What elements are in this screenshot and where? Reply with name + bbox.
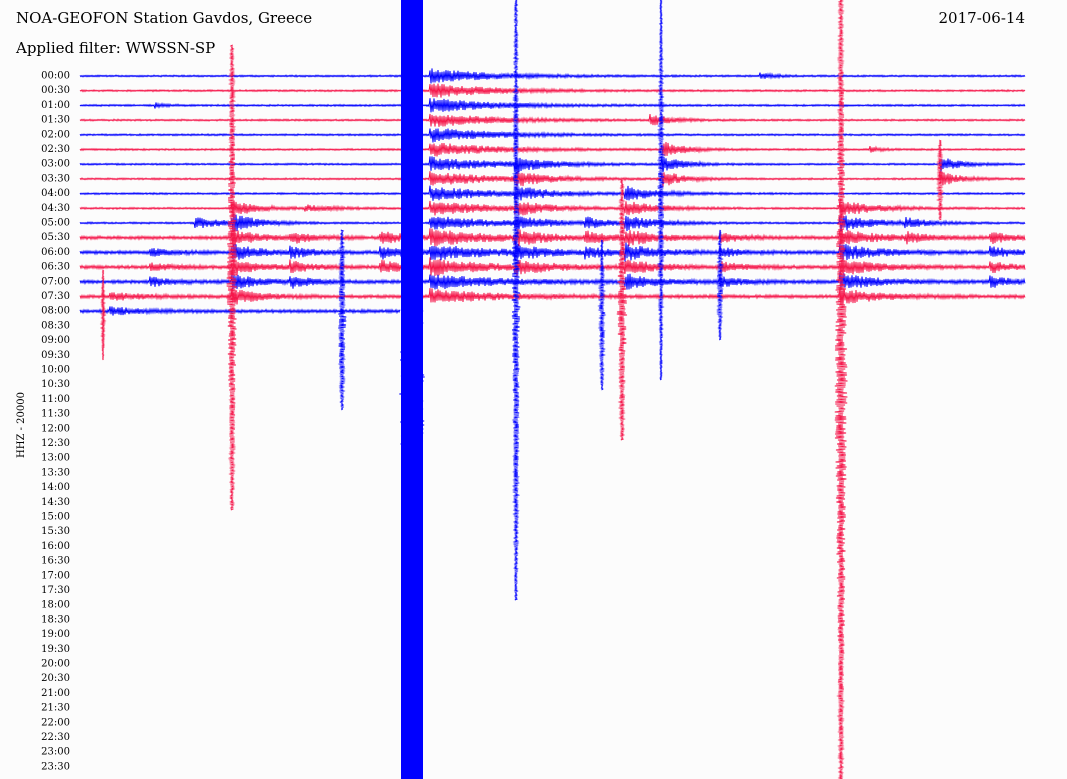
station-title: NOA-GEOFON Station Gavdos, Greece [16,9,312,27]
time-label: 01:30 [41,115,70,126]
trace [79,185,1026,201]
trace [79,156,1026,172]
time-label: 13:30 [41,467,70,478]
time-label: 09:30 [41,350,70,361]
event-spike [616,179,628,441]
time-label: 10:30 [41,379,70,390]
time-label: 16:00 [41,541,70,552]
time-label: 22:00 [41,717,70,728]
time-label: 20:00 [41,659,70,670]
time-label: 17:00 [41,570,70,581]
time-label: 01:00 [41,100,70,111]
trace [79,128,1026,143]
time-label: 08:00 [41,306,70,317]
time-label: 21:00 [41,688,70,699]
time-label: 02:00 [41,129,70,140]
time-label: 11:00 [41,394,70,405]
time-label: 05:30 [41,232,70,243]
time-label: 18:00 [41,600,70,611]
time-label: 00:30 [41,85,70,96]
time-label: 02:30 [41,144,70,155]
trace [79,200,1026,216]
saturated-band [401,0,423,779]
event-spike [511,0,521,601]
trace [79,98,1026,113]
time-label: 05:00 [41,218,70,229]
time-label: 08:30 [41,320,70,331]
time-label: 10:00 [41,365,70,376]
time-labels: 00:00 00:30 01:00 01:30 02:00 02:30 03:00 03:30… [41,71,70,773]
trace [79,83,1026,98]
time-label: 07:00 [41,276,70,287]
event-spike [337,229,347,411]
time-label: 23:30 [41,761,70,772]
event-spike [597,239,607,391]
trace [79,288,1026,305]
event-spike [716,229,725,341]
time-label: 07:30 [41,291,70,302]
time-label: 15:00 [41,512,70,523]
time-label: 19:00 [41,629,70,640]
time-label: 23:00 [41,747,70,758]
time-label: 04:30 [41,203,70,214]
time-label: 17:30 [41,585,70,596]
event-spike [99,269,107,361]
trace [79,68,1026,84]
time-label: 11:30 [41,409,70,420]
time-label: 13:00 [41,453,70,464]
traces [79,0,1026,779]
trace [79,170,1026,187]
event-spike [656,0,666,381]
trace [79,257,1026,277]
trace [79,213,1026,232]
trace [79,113,1026,127]
trace [79,272,1026,290]
time-label: 03:30 [41,173,70,184]
time-label: 06:30 [41,262,70,273]
date: 2017-06-14 [939,9,1025,27]
time-label: 12:00 [41,423,70,434]
time-label: 18:30 [41,614,70,625]
time-label: 12:30 [41,438,70,449]
event-spike [226,44,238,511]
time-label: 14:30 [41,497,70,508]
event-spike [935,139,945,221]
event-spike [834,0,848,779]
time-label: 16:30 [41,556,70,567]
trace [79,242,1026,262]
time-label: 15:30 [41,526,70,537]
trace [79,228,1026,247]
time-label: 04:00 [41,188,70,199]
time-label: 19:30 [41,644,70,655]
channel-label: HHZ - 20000 [16,392,27,458]
time-label: 06:00 [41,247,70,258]
trace [79,141,1026,157]
time-label: 21:30 [41,703,70,714]
trace [79,306,401,316]
filter-label: Applied filter: WWSSN-SP [15,39,215,57]
time-label: 20:30 [41,673,70,684]
time-label: 22:30 [41,732,70,743]
time-label: 09:00 [41,335,70,346]
time-label: 14:00 [41,482,70,493]
time-label: 00:00 [41,71,70,82]
time-label: 03:00 [41,159,70,170]
